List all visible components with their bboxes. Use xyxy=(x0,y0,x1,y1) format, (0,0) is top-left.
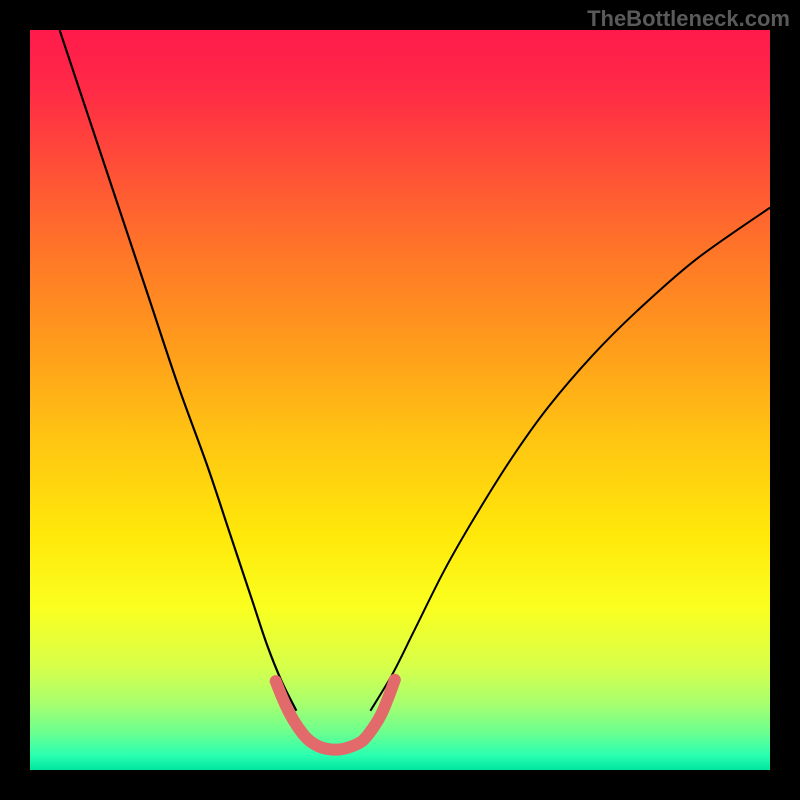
left-curve xyxy=(60,30,297,711)
plot-area xyxy=(30,30,770,770)
watermark-text: TheBottleneck.com xyxy=(587,6,790,32)
bottom-overlay-curve xyxy=(276,680,395,750)
chart-container: TheBottleneck.com xyxy=(0,0,800,800)
curve-layer xyxy=(30,30,770,770)
right-curve xyxy=(370,208,770,711)
